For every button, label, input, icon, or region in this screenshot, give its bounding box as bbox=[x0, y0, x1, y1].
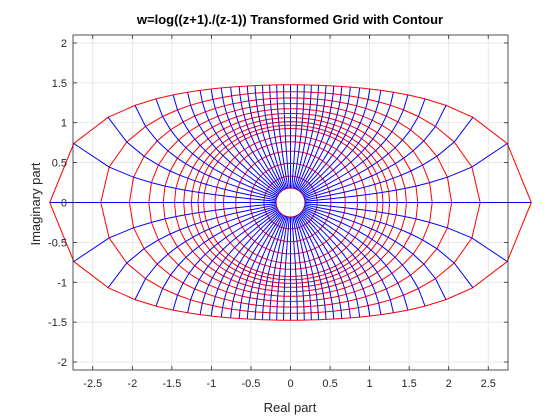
blue-grid-curve bbox=[269, 85, 288, 189]
blue-grid-curve bbox=[276, 216, 289, 321]
blue-grid-curve bbox=[296, 85, 327, 190]
blue-grid-curve bbox=[262, 215, 287, 320]
x-tick-label: 1.5 bbox=[401, 378, 416, 390]
x-tick-label: -1 bbox=[207, 378, 217, 390]
blue-grid-curve bbox=[187, 209, 279, 313]
y-tick-label: -2 bbox=[57, 357, 67, 369]
blue-grid-curve bbox=[301, 88, 371, 194]
blue-grid-curve bbox=[276, 84, 289, 189]
y-tick-label: 0 bbox=[61, 198, 67, 210]
blue-grid-curve bbox=[155, 98, 278, 198]
blue-grid-curve bbox=[303, 98, 426, 198]
y-tick-label: 1.5 bbox=[52, 78, 67, 90]
y-tick-label: 0.5 bbox=[52, 158, 67, 170]
x-tick-label: -2.5 bbox=[83, 378, 102, 390]
blue-grid-curve bbox=[297, 214, 335, 320]
y-axis-label: Imaginary part bbox=[28, 162, 43, 245]
blue-grid-curve bbox=[230, 213, 282, 318]
blue-grid-curve bbox=[254, 85, 285, 190]
y-axis-ticks: -2 -1.5 -1 -0.5 0 0.5 1 1.5 2 bbox=[48, 38, 508, 369]
x-tick-label: 0.5 bbox=[322, 378, 337, 390]
blue-grid-curve bbox=[301, 211, 371, 317]
y-tick-label: 1 bbox=[61, 118, 67, 130]
blue-grid-curve bbox=[220, 212, 281, 318]
blue-grid-curve bbox=[283, 216, 290, 321]
y-tick-label: -1.5 bbox=[48, 317, 67, 329]
chart-title: w=log((z+1)./(z-1)) Transformed Grid wit… bbox=[136, 12, 443, 27]
blue-grid-curve bbox=[210, 88, 280, 194]
blue-grid-curve bbox=[283, 84, 290, 189]
blue-grid-curve bbox=[246, 85, 284, 191]
blue-grid-curve bbox=[107, 204, 277, 289]
blue-grid-curve bbox=[155, 207, 278, 307]
blue-grid-curve bbox=[134, 205, 277, 300]
blue-grid-curve bbox=[199, 90, 279, 195]
y-tick-label: -0.5 bbox=[48, 237, 67, 249]
blue-grid-curve bbox=[187, 92, 279, 196]
blue-grid-curve bbox=[293, 85, 312, 189]
blue-grid-curve bbox=[302, 90, 382, 195]
blue-grid-curve bbox=[303, 94, 409, 197]
blue-grid-curve bbox=[269, 216, 288, 320]
blue-grid-curve bbox=[304, 105, 447, 200]
blue-grid-curve bbox=[300, 212, 361, 318]
blue-grid-curve bbox=[304, 143, 508, 202]
blue-grid-curve bbox=[238, 214, 283, 319]
blue-grid-curve bbox=[254, 215, 285, 320]
blue-grid-curve bbox=[210, 211, 280, 317]
blue-grid-curve bbox=[296, 215, 327, 320]
plot-area: -2.5 -2 -1.5 -1 -0.5 0 0.5 1 1.5 2 2.5 -2 -1.5 -1 -0.… bbox=[48, 34, 532, 390]
blue-grid-curve bbox=[304, 205, 447, 300]
x-tick-label: 2.5 bbox=[481, 378, 496, 390]
blue-grid-curve bbox=[302, 92, 394, 196]
x-tick-label: 2 bbox=[446, 378, 452, 390]
x-axis-ticks: -2.5 -2 -1.5 -1 -0.5 0 0.5 1 1.5 2 2.5 bbox=[83, 35, 496, 390]
blue-grid-curve bbox=[302, 210, 382, 315]
blue-grid-curve bbox=[220, 87, 281, 193]
blue-grid-curve bbox=[107, 116, 277, 201]
blue-grid-curve bbox=[298, 86, 343, 191]
blue-grid-curve bbox=[302, 209, 394, 313]
blue-grid-curve bbox=[172, 208, 278, 311]
blue-grid-curve bbox=[73, 203, 277, 262]
blue-grid-curve bbox=[292, 84, 305, 189]
blue-grid-curve bbox=[134, 105, 277, 200]
blue-grid-curve bbox=[291, 84, 298, 189]
blue-grid-curve bbox=[230, 87, 282, 192]
blue-grid-curve bbox=[303, 208, 409, 311]
blue-grid-curve bbox=[304, 204, 474, 289]
blue-grid-curve bbox=[199, 210, 279, 315]
y-tick-label: 2 bbox=[61, 38, 67, 50]
blue-grid-curve bbox=[73, 143, 277, 202]
x-tick-label: -2 bbox=[127, 378, 137, 390]
blue-grid-curve bbox=[291, 216, 298, 321]
blue-grid-curve bbox=[299, 213, 351, 318]
blue-grid-curve bbox=[238, 86, 283, 191]
blue-grid-curve bbox=[303, 207, 426, 307]
x-tick-label: -1.5 bbox=[162, 378, 181, 390]
blue-grid-curve bbox=[246, 214, 284, 320]
blue-grid-curve bbox=[172, 94, 278, 197]
x-tick-label: 1 bbox=[367, 378, 373, 390]
transformed-grid-curves bbox=[49, 84, 532, 321]
blue-grid-curve bbox=[294, 215, 319, 320]
blue-grid-curve bbox=[262, 85, 287, 190]
y-tick-label: -1 bbox=[57, 277, 67, 289]
blue-grid-curve bbox=[299, 87, 351, 192]
blue-grid-curve bbox=[300, 87, 361, 193]
blue-grid-curve bbox=[304, 116, 474, 201]
blue-grid-curve bbox=[304, 203, 508, 262]
blue-grid-curve bbox=[293, 216, 312, 320]
x-tick-label: -0.5 bbox=[241, 378, 260, 390]
blue-grid-curve bbox=[297, 85, 335, 191]
blue-grid-curve bbox=[292, 216, 305, 321]
x-tick-label: 0 bbox=[287, 378, 293, 390]
blue-grid-curve bbox=[298, 214, 343, 319]
x-axis-label: Real part bbox=[264, 400, 317, 415]
blue-grid-curve bbox=[294, 85, 319, 190]
